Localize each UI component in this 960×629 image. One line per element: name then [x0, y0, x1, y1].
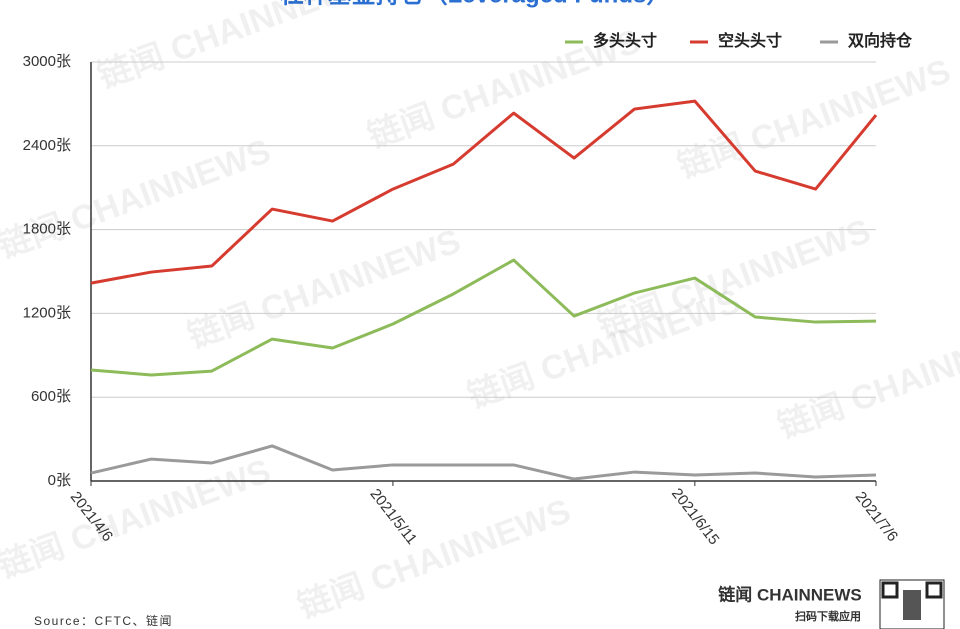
- legend-label: 多头头寸: [593, 31, 657, 50]
- x-tick-label: 2021/5/11: [366, 486, 420, 548]
- legend-label: 空头头寸: [718, 31, 782, 50]
- x-tick-label: 2021/6/15: [668, 485, 722, 548]
- legend-label: 双向持仓: [848, 31, 913, 50]
- source: Source：CFTC、链闻: [34, 613, 173, 628]
- y-tick-label: 1800张: [23, 221, 71, 238]
- watermark: 链闻 CHAINNEWS: [593, 212, 876, 346]
- series-line: [90, 258, 877, 377]
- watermark: 链闻 CHAINNEWS: [773, 312, 960, 446]
- y-tick-label: 0张: [48, 472, 71, 489]
- watermark: 链闻 CHAINNEWS: [0, 452, 276, 586]
- watermark: 链闻 CHAINNEWS: [183, 222, 466, 356]
- y-tick-label: 2400张: [23, 137, 71, 154]
- x-tick-label: 2021/7/6: [852, 488, 901, 544]
- y-tick-label: 600张: [31, 388, 71, 405]
- series-line: [90, 444, 877, 481]
- series-line: [90, 99, 878, 285]
- brand: 链闻 CHAINNEWS: [718, 584, 862, 604]
- qr-code: [879, 579, 945, 629]
- chart-title: 杠杆基金持仓（Leveraged Funds）: [280, 0, 671, 8]
- y-tick-label: 3000张: [23, 53, 71, 70]
- brand-sub: 扫码下载应用: [795, 609, 861, 623]
- watermark: 链闻 CHAINNEWS: [93, 0, 376, 96]
- watermark: 链闻 CHAINNEWS: [673, 52, 956, 186]
- watermark: 链闻 CHAINNEWS: [293, 492, 576, 626]
- y-tick-label: 1200张: [23, 304, 71, 321]
